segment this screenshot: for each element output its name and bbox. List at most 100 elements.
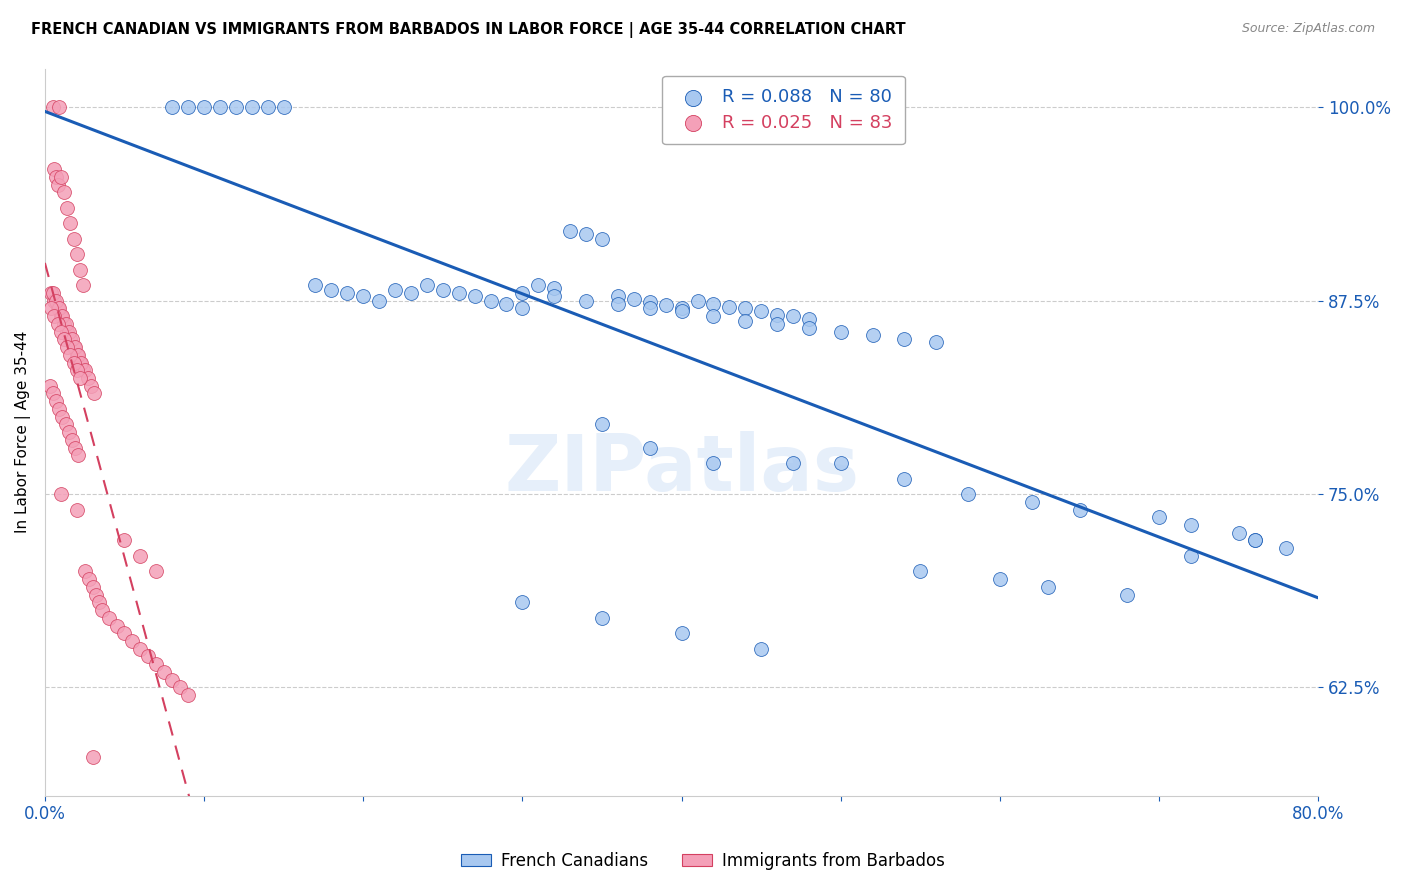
Point <box>1180 549 1202 563</box>
Point <box>910 565 932 579</box>
Point <box>384 283 406 297</box>
Point <box>44 309 66 323</box>
Point <box>56 325 79 339</box>
Point <box>606 289 628 303</box>
Point <box>240 100 263 114</box>
Point <box>72 363 94 377</box>
Point <box>399 285 422 300</box>
Point <box>464 289 486 303</box>
Point <box>702 456 724 470</box>
Point <box>51 409 73 424</box>
Point <box>1021 495 1043 509</box>
Point <box>1180 518 1202 533</box>
Point <box>208 100 231 114</box>
Point <box>623 292 645 306</box>
Point <box>49 325 72 339</box>
Point <box>114 533 136 548</box>
Point <box>59 216 82 230</box>
Point <box>957 487 980 501</box>
Point <box>76 371 98 385</box>
Point <box>782 456 804 470</box>
Point <box>160 100 183 114</box>
Point <box>1147 510 1170 524</box>
Point <box>797 312 820 326</box>
Point <box>69 262 91 277</box>
Point <box>63 441 86 455</box>
Point <box>638 301 661 316</box>
Point <box>49 487 72 501</box>
Point <box>145 565 167 579</box>
Point <box>72 278 94 293</box>
Point <box>256 100 278 114</box>
Point <box>46 178 69 192</box>
Point <box>734 301 756 316</box>
Point <box>69 371 91 385</box>
Point <box>73 565 96 579</box>
Point <box>749 641 772 656</box>
Point <box>73 363 96 377</box>
Point <box>321 283 343 297</box>
Text: Source: ZipAtlas.com: Source: ZipAtlas.com <box>1241 22 1375 36</box>
Point <box>749 304 772 318</box>
Point <box>512 595 534 609</box>
Point <box>138 649 160 664</box>
Point <box>58 425 80 439</box>
Point <box>60 433 83 447</box>
Point <box>83 386 105 401</box>
Point <box>121 634 143 648</box>
Point <box>671 626 693 640</box>
Point <box>63 340 86 354</box>
Point <box>80 378 103 392</box>
Point <box>225 100 247 114</box>
Point <box>66 502 89 516</box>
Point <box>129 641 152 656</box>
Point <box>543 281 565 295</box>
Point <box>56 201 79 215</box>
Point <box>97 611 120 625</box>
Point <box>67 448 90 462</box>
Point <box>591 611 613 625</box>
Point <box>42 386 65 401</box>
Point <box>39 285 62 300</box>
Point <box>48 301 70 316</box>
Point <box>70 355 93 369</box>
Point <box>512 301 534 316</box>
Point <box>893 472 915 486</box>
Point <box>153 665 176 679</box>
Legend: French Canadians, Immigrants from Barbados: French Canadians, Immigrants from Barbad… <box>454 846 952 877</box>
Point <box>782 309 804 323</box>
Point <box>39 301 62 316</box>
Point <box>49 169 72 184</box>
Point <box>46 317 69 331</box>
Point <box>368 293 391 308</box>
Point <box>55 317 77 331</box>
Point <box>46 301 69 316</box>
Point <box>42 100 65 114</box>
Y-axis label: In Labor Force | Age 35-44: In Labor Force | Age 35-44 <box>15 331 31 533</box>
Point <box>671 301 693 316</box>
Point <box>66 247 89 261</box>
Point <box>105 618 128 632</box>
Point <box>82 580 104 594</box>
Point <box>638 441 661 455</box>
Point <box>591 232 613 246</box>
Text: FRENCH CANADIAN VS IMMIGRANTS FROM BARBADOS IN LABOR FORCE | AGE 35-44 CORRELATI: FRENCH CANADIAN VS IMMIGRANTS FROM BARBA… <box>31 22 905 38</box>
Point <box>671 304 693 318</box>
Point <box>654 298 676 312</box>
Point <box>145 657 167 672</box>
Point <box>1275 541 1298 556</box>
Point <box>87 595 110 609</box>
Point <box>49 309 72 323</box>
Point <box>495 296 517 310</box>
Point <box>53 332 76 346</box>
Point <box>830 456 852 470</box>
Point <box>575 227 598 241</box>
Point <box>160 673 183 687</box>
Point <box>53 186 76 200</box>
Point <box>686 293 709 308</box>
Point <box>45 169 67 184</box>
Point <box>59 332 82 346</box>
Point <box>44 162 66 177</box>
Point <box>1116 588 1139 602</box>
Point <box>38 378 60 392</box>
